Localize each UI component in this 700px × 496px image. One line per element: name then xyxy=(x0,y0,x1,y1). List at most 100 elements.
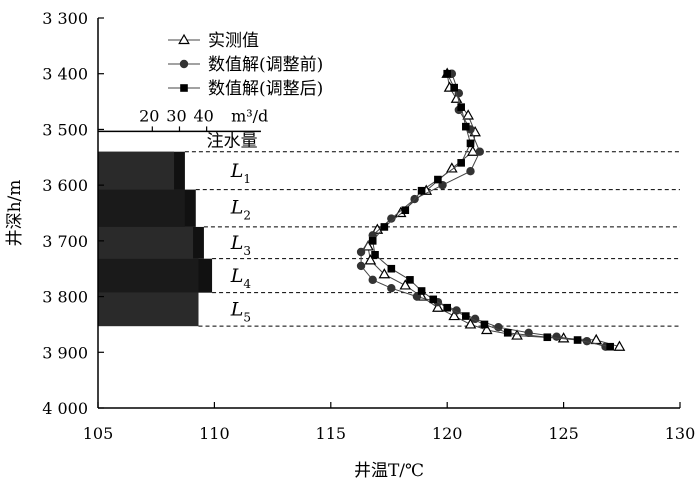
triangle-marker xyxy=(511,329,523,340)
y-tick-label: 3 300 xyxy=(42,9,88,28)
triangle-marker xyxy=(464,318,477,329)
injection-bar-adjusted xyxy=(98,292,199,327)
square-marker xyxy=(457,103,465,111)
square-marker xyxy=(443,69,451,78)
layer-label: L4 xyxy=(230,265,252,291)
triangle-marker xyxy=(613,340,626,351)
y-tick-label: 4 000 xyxy=(42,399,88,418)
layer-label-subscript: 1 xyxy=(243,172,251,186)
layer-label-subscript: 2 xyxy=(243,208,251,222)
y-axis-label: 井深h/m xyxy=(5,180,25,247)
y-tick-label: 3 900 xyxy=(42,343,88,362)
square-marker xyxy=(371,250,379,259)
square-marker xyxy=(543,333,552,342)
triangle-marker xyxy=(466,145,479,156)
circle-marker xyxy=(356,247,366,257)
square-marker xyxy=(606,342,614,351)
injection-bar-adjusted xyxy=(98,151,175,190)
y-tick-label: 3 400 xyxy=(42,65,88,84)
square-marker xyxy=(380,223,389,231)
square-marker xyxy=(417,287,426,295)
layer-label: L3 xyxy=(230,232,251,258)
circle-marker xyxy=(387,214,396,223)
triangle-marker xyxy=(462,109,474,120)
series-line xyxy=(360,73,606,348)
x-tick-label: 105 xyxy=(83,424,114,443)
y-axis-ticks: 3 300 3 400 3 500 3 600 3 700 3 800 3 900 4 000 xyxy=(42,9,104,418)
circle-marker xyxy=(582,336,592,346)
x-tick-label: 120 xyxy=(432,424,463,443)
square-marker xyxy=(462,312,470,320)
triangle-marker xyxy=(480,323,493,335)
square-marker xyxy=(417,186,426,195)
square-marker xyxy=(387,264,396,273)
triangle-marker xyxy=(399,279,412,290)
injection-bar-adjusted xyxy=(98,258,199,293)
x-tick-label: 115 xyxy=(316,424,347,443)
square-marker xyxy=(457,159,465,167)
square-marker xyxy=(434,175,442,184)
layer-label-subscript: 4 xyxy=(243,277,251,291)
injection-bars xyxy=(98,151,213,327)
square-marker xyxy=(180,84,188,92)
series-circle xyxy=(356,69,610,351)
legend-label: 实测值 xyxy=(208,31,259,51)
square-marker xyxy=(443,303,451,312)
layer-label: L1 xyxy=(230,160,251,186)
injection-axis-ticks: 20 30 40 xyxy=(139,106,214,132)
injection-unit: m³/d xyxy=(231,106,268,125)
triangle-marker xyxy=(364,254,377,265)
legend-item: 实测值 xyxy=(168,31,259,51)
layer-label: L2 xyxy=(230,196,251,222)
x-tick-label: 125 xyxy=(548,424,579,443)
injection-tick-label: 30 xyxy=(166,106,186,125)
square-marker xyxy=(406,276,414,284)
circle-marker xyxy=(552,332,561,341)
circle-marker xyxy=(466,167,475,176)
triangle-marker xyxy=(448,309,461,321)
x-tick-label: 130 xyxy=(665,424,696,443)
square-marker xyxy=(573,336,582,344)
circle-marker xyxy=(387,284,396,293)
square-marker xyxy=(480,320,489,329)
layer-label-subscript: 3 xyxy=(243,244,251,258)
square-marker xyxy=(429,295,438,304)
layer-label: L5 xyxy=(230,298,251,324)
layer-boundaries xyxy=(184,151,680,327)
injection-bar-adjusted xyxy=(98,189,185,227)
circle-marker xyxy=(356,261,366,271)
legend-item: 数值解(调整前) xyxy=(168,55,323,75)
layer-labels: L1 L2 L3 L4 L5 xyxy=(230,160,252,324)
square-marker xyxy=(450,83,458,92)
x-axis-ticks: 105 110 115 120 125 130 xyxy=(83,402,696,443)
square-marker xyxy=(368,237,377,245)
circle-marker xyxy=(368,275,377,285)
legend-label: 数值解(调整前) xyxy=(208,55,323,75)
injection-bar-adjusted xyxy=(98,226,194,259)
triangle-marker xyxy=(590,333,603,345)
y-tick-label: 3 700 xyxy=(42,232,88,251)
square-marker xyxy=(401,206,410,215)
triangle-marker xyxy=(178,33,190,45)
circle-marker xyxy=(179,59,189,69)
square-marker xyxy=(503,328,512,337)
y-tick-label: 3 800 xyxy=(42,288,88,307)
triangle-marker xyxy=(378,268,391,279)
injection-tick-label: 40 xyxy=(193,106,213,125)
triangle-marker xyxy=(432,301,444,312)
x-tick-label: 110 xyxy=(199,424,230,443)
circle-marker xyxy=(494,323,503,332)
square-marker xyxy=(466,139,475,148)
layer-label-subscript: 5 xyxy=(243,310,251,324)
x-axis-label: 井温T/℃ xyxy=(354,461,424,481)
legend-label: 数值解(调整后) xyxy=(208,79,323,99)
circle-marker xyxy=(475,147,484,156)
injection-title: 注水量 xyxy=(207,131,258,151)
temperature-series xyxy=(356,67,626,351)
y-tick-label: 3 500 xyxy=(42,120,88,139)
y-tick-label: 3 600 xyxy=(42,176,88,195)
injection-axis: 20 30 40 m³/d 注水量 xyxy=(98,106,268,151)
